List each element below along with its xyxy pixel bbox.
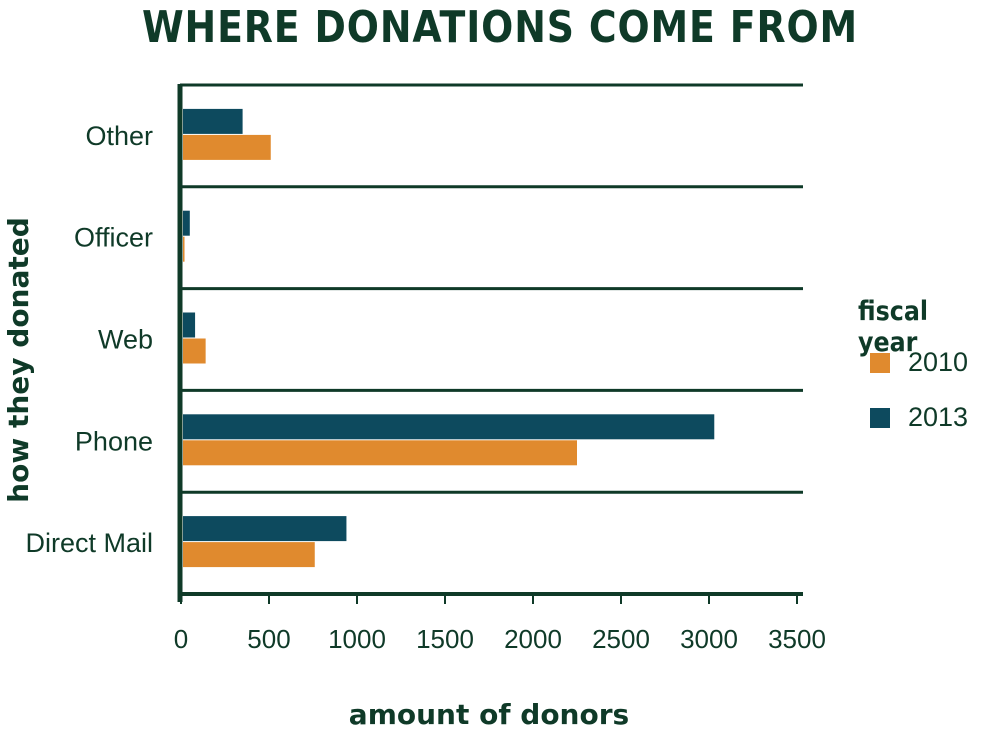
category-label-direct-mail: Direct Mail (25, 528, 153, 558)
legend-title: fiscal year (858, 296, 929, 358)
category-label-phone: Phone (75, 426, 153, 456)
bar-direct-mail-2013 (183, 516, 347, 542)
bar-other-2010 (183, 134, 271, 160)
x-tick-label: 1000 (328, 624, 386, 654)
legend-swatch-2010 (870, 352, 890, 373)
x-tick-label: 3000 (680, 624, 738, 654)
chart-title: WHERE DONATIONS COME FROM (141, 2, 859, 53)
x-tick-label: 1500 (416, 624, 474, 654)
legend-swatch-2013 (870, 407, 890, 428)
bar-phone-2010 (183, 440, 577, 466)
legend-item-2013: 2013 (870, 402, 968, 433)
category-label-officer: Officer (74, 223, 153, 253)
legend-item-2010: 2010 (870, 347, 968, 378)
bar-web-2013 (183, 312, 196, 338)
x-tick-label: 500 (247, 624, 290, 654)
category-label-other: Other (85, 121, 153, 151)
bar-other-2013 (183, 108, 243, 134)
x-tick-label: 2500 (592, 624, 650, 654)
bar-direct-mail-2010 (183, 542, 315, 568)
y-axis-label: how they donated (2, 217, 35, 503)
bar-officer-2013 (183, 210, 190, 236)
x-tick-label: 3500 (768, 624, 826, 654)
bar-web-2010 (183, 338, 206, 364)
legend-label-2013: 2013 (908, 402, 969, 432)
x-tick-label: 0 (174, 624, 188, 654)
bar-phone-2013 (183, 414, 715, 440)
legend-label-2010: 2010 (908, 347, 969, 377)
category-label-web: Web (98, 325, 153, 355)
x-axis-label: amount of donors (349, 698, 629, 731)
x-tick-label: 2000 (504, 624, 562, 654)
bar-officer-2010 (183, 236, 185, 262)
